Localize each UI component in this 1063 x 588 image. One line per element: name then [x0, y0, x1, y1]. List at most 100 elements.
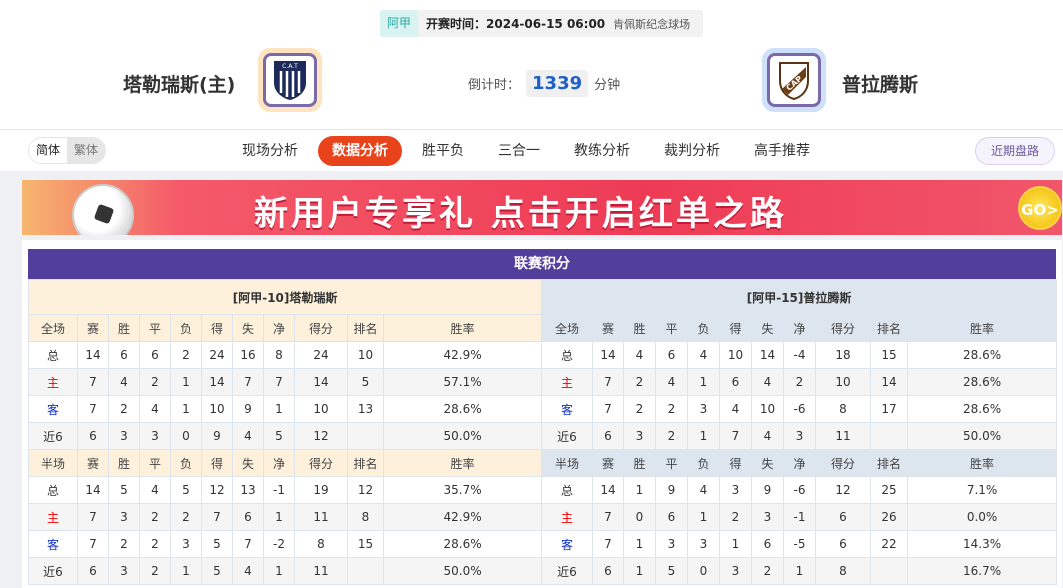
table-row: 客 7 2 2 3 4 10 -6 8 17 28.6% [541, 395, 1058, 423]
column-header: 胜 [623, 449, 656, 477]
stat-cell: 7 [232, 368, 264, 396]
column-header: 胜 [108, 314, 140, 342]
stat-cell: 7 [592, 503, 624, 531]
column-header: 半场 [28, 449, 78, 477]
stat-cell: 4 [623, 341, 656, 369]
stat-cell: 1 [623, 557, 656, 585]
row-label: 总 [28, 341, 78, 369]
column-header: 失 [232, 449, 264, 477]
stat-cell: 4 [687, 341, 720, 369]
banner-go-button[interactable]: GO> [1018, 186, 1062, 230]
tab-1[interactable]: 数据分析 [318, 136, 402, 166]
stat-cell: 1 [623, 530, 656, 558]
stat-cell: 7 [592, 368, 624, 396]
stat-cell: 3 [655, 530, 688, 558]
stat-cell: 7 [592, 530, 624, 558]
full-column-headers: 全场赛胜平负得失净得分 排名 胜率 [541, 314, 1058, 342]
stat-cell: 8 [815, 395, 871, 423]
stat-cell: 4 [655, 368, 688, 396]
promo-banner[interactable]: 新用户专享礼 点击开启红单之路 GO> [22, 180, 1062, 235]
row-label: 客 [541, 395, 593, 423]
talleres-crest-icon: C.A.T [274, 61, 306, 100]
countdown-unit: 分钟 [594, 78, 621, 93]
tab-0[interactable]: 现场分析 [242, 143, 298, 159]
stat-cell: 12 [815, 476, 871, 504]
column-header: 平 [139, 449, 171, 477]
column-header: 得分 [294, 449, 348, 477]
stat-cell: 3 [687, 395, 720, 423]
away-team-name[interactable]: 普拉腾斯 [842, 74, 919, 96]
column-header: 胜 [623, 314, 656, 342]
stat-cell: 9 [655, 476, 688, 504]
stat-cell: 11 [294, 503, 348, 531]
stat-cell: 10 [294, 395, 348, 423]
recent-trend-button[interactable]: 近期盘路 [975, 137, 1056, 165]
row-label: 客 [541, 530, 593, 558]
column-header: 胜率 [382, 314, 543, 342]
lang-traditional[interactable]: 繁体 [67, 138, 106, 163]
column-header: 负 [687, 449, 720, 477]
team-header: [阿甲-10]塔勒瑞斯 [27, 279, 543, 315]
tab-4[interactable]: 教练分析 [574, 143, 630, 159]
stat-cell: 4 [108, 368, 140, 396]
column-header: 平 [655, 314, 688, 342]
language-toggle[interactable]: 简体 繁体 [28, 137, 107, 164]
stat-cell: 1 [783, 557, 816, 585]
column-header: 得分 [815, 314, 871, 342]
stat-cell: 15 [347, 530, 384, 558]
stat-cell: 22 [870, 530, 908, 558]
stat-cell: 6 [655, 341, 688, 369]
stat-cell: 4 [751, 368, 784, 396]
column-header: 得分 [294, 314, 348, 342]
stat-cell: -4 [783, 341, 816, 369]
stat-cell: 3 [170, 530, 202, 558]
tab-3[interactable]: 三合一 [498, 143, 540, 159]
home-team-name[interactable]: 塔勒瑞斯(主) [123, 74, 236, 96]
column-header: 赛 [592, 449, 624, 477]
home-team-logo[interactable]: C.A.T [258, 48, 322, 112]
stat-cell: 2 [170, 341, 202, 369]
away-team-logo[interactable]: CAP [762, 48, 826, 112]
stat-cell: 6 [232, 503, 264, 531]
team-header: [阿甲-15]普拉腾斯 [540, 279, 1058, 315]
tab-5[interactable]: 裁判分析 [664, 143, 720, 159]
stat-cell: 57.1% [382, 368, 543, 396]
league-badge[interactable]: 阿甲 [380, 10, 419, 37]
stat-cell: 8 [263, 341, 295, 369]
stat-cell: 4 [232, 557, 264, 585]
stat-cell: 10 [719, 341, 752, 369]
column-header: 失 [232, 314, 264, 342]
column-header: 半场 [541, 449, 593, 477]
stat-cell: 7 [232, 530, 264, 558]
stat-cell: 7 [263, 368, 295, 396]
row-label: 主 [28, 368, 78, 396]
stat-cell: 10 [751, 395, 784, 423]
stat-cell: 16.7% [906, 557, 1058, 585]
stat-cell: 13 [232, 476, 264, 504]
tab-6[interactable]: 高手推荐 [754, 143, 810, 159]
stat-cell: -2 [263, 530, 295, 558]
stat-cell: -1 [783, 503, 816, 531]
tab-2[interactable]: 胜平负 [422, 143, 464, 159]
row-label: 总 [28, 476, 78, 504]
stat-cell: 2 [655, 422, 688, 450]
stat-cell: 11 [294, 557, 348, 585]
stat-cell: 5 [201, 530, 233, 558]
table-row: 近6 6 3 2 1 7 4 3 11 50.0% [541, 422, 1058, 450]
banner-text: 新用户专享礼 点击开启红单之路 [254, 194, 787, 234]
team-header-row: [阿甲-10]塔勒瑞斯 [27, 279, 543, 315]
stat-cell: 10 [347, 341, 384, 369]
column-header: 胜率 [906, 449, 1058, 477]
stat-cell: 50.0% [382, 557, 543, 585]
stat-cell: 3 [719, 476, 752, 504]
stat-cell: 1 [687, 503, 720, 531]
column-header: 赛 [77, 314, 109, 342]
lang-simplified[interactable]: 简体 [29, 138, 68, 163]
table-row: 主 7 0 6 1 2 3 -1 6 26 0.0% [541, 503, 1058, 531]
stat-cell: 6 [751, 530, 784, 558]
stat-cell: 1 [263, 395, 295, 423]
stat-cell: 25 [870, 476, 908, 504]
stat-cell: 3 [139, 422, 171, 450]
row-label: 主 [541, 503, 593, 531]
stat-cell: 3 [783, 422, 816, 450]
